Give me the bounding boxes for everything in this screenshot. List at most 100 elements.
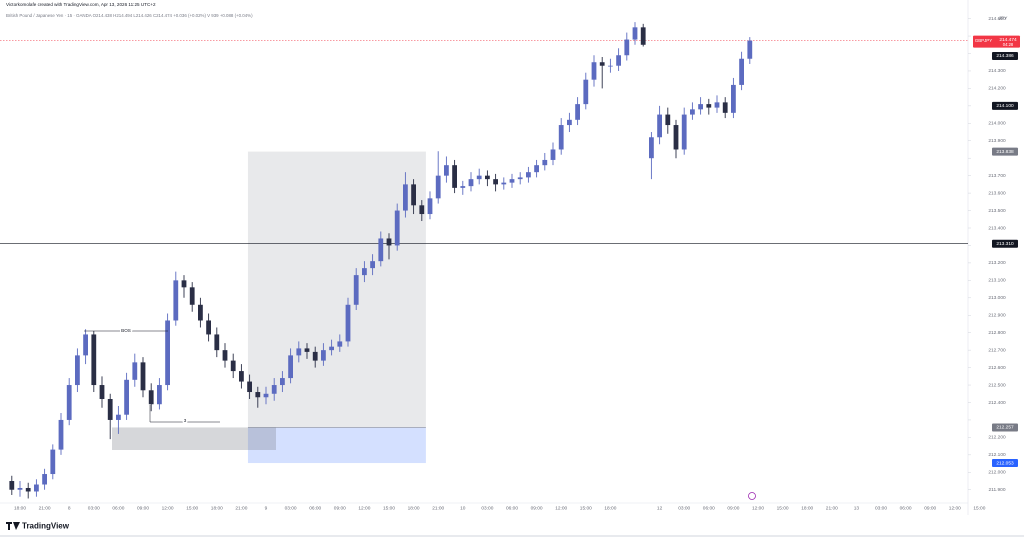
last-price-box (973, 35, 1020, 48)
candle-body (665, 114, 671, 126)
candle-body (83, 334, 88, 356)
candle-body (132, 362, 138, 380)
candle-body (444, 165, 449, 176)
candle-body (34, 484, 39, 492)
x-tick-label: 18:00 (408, 505, 420, 511)
x-tick-label: 13 (854, 505, 860, 511)
price-label-box (992, 459, 1018, 468)
x-tick-label: 21:00 (826, 505, 838, 511)
y-tick-label: 213.900 (988, 138, 1006, 144)
x-tick-label: 06:00 (112, 505, 124, 511)
logo: TradingView (6, 522, 70, 531)
candle-body (567, 119, 572, 126)
event-icon (748, 492, 756, 500)
y-tick-label: 214.000 (988, 121, 1006, 127)
candle-body (230, 360, 236, 372)
x-tick-label: 12:00 (358, 505, 370, 511)
price-label: 214.386 (996, 53, 1014, 59)
candle-body (198, 304, 203, 321)
candle-body (616, 55, 621, 66)
candle-body (534, 165, 539, 173)
candle-body (747, 40, 753, 59)
candle-body (468, 179, 474, 187)
y-tick-label: 212.800 (988, 330, 1006, 336)
candle-body (690, 109, 695, 115)
candle-body (296, 348, 302, 356)
candle-body (673, 125, 679, 150)
x-tick-label: 03:00 (481, 505, 493, 511)
candle-body (608, 65, 613, 67)
y-tick-label: 212.600 (988, 365, 1006, 371)
brand: TradingView (22, 522, 70, 531)
candle-body (288, 355, 293, 379)
candle-body (698, 104, 703, 110)
position-box-profit (247, 151, 426, 428)
last-price-label: 214.474 (999, 37, 1017, 43)
candle-body (427, 198, 433, 215)
candle-body (25, 487, 31, 492)
candle-body (58, 419, 64, 450)
candle-body (591, 62, 597, 80)
y-tick-label: 213.600 (988, 190, 1006, 196)
x-tick-label: 12:00 (949, 505, 961, 511)
symbol-info: British Pound / Japanese Yen · 15 · OAND… (6, 13, 253, 18)
candle-body (550, 149, 556, 160)
candle-body (411, 184, 416, 206)
price-label: 212.053 (996, 460, 1014, 466)
y-tick-label: 212.400 (988, 400, 1006, 406)
y-tick-label: 214.600 (988, 16, 1006, 22)
x-tick-label: 15:00 (777, 505, 789, 511)
candle-body (731, 84, 736, 113)
candle-body (329, 346, 334, 351)
y-tick-label: 213.400 (988, 225, 1006, 231)
x-tick-label: 21:00 (432, 505, 444, 511)
y-tick-label: 214.300 (988, 68, 1006, 74)
candle-body (321, 350, 326, 361)
position-box-stop (247, 427, 426, 464)
y-tick-label: 212.900 (988, 313, 1006, 319)
candle-body (165, 320, 170, 386)
candle-body (42, 474, 47, 485)
header: Victorkomolafe created with TradingView.… (6, 2, 156, 7)
candle-body (624, 39, 630, 56)
candle-body (75, 355, 80, 386)
candle-body (255, 392, 261, 398)
candle-body (394, 210, 400, 246)
x-tick-label: 09:00 (334, 505, 346, 511)
x-tick-label: 03:00 (875, 505, 887, 511)
price-label-box (992, 423, 1018, 432)
candle-body (403, 184, 408, 211)
annotation: BOS (121, 328, 131, 333)
y-tick-label: 212.100 (988, 452, 1006, 458)
candle-body (460, 186, 466, 188)
candle-body (681, 114, 687, 150)
x-tick-label: 12 (657, 505, 663, 511)
candle-body (189, 287, 195, 305)
candle-body (247, 381, 252, 393)
y-tick-label: 212.700 (988, 347, 1006, 353)
candle-body (337, 341, 343, 347)
x-tick-label: 12:00 (752, 505, 764, 511)
x-tick-label: 06:00 (506, 505, 518, 511)
candle-body (17, 487, 23, 490)
price-label: 212.257 (996, 425, 1014, 431)
annotation: 3 (184, 418, 187, 423)
candle-body (214, 334, 220, 351)
candle-body (583, 79, 589, 105)
x-tick-label: 12:00 (555, 505, 567, 511)
x-tick-label: 09:00 (924, 505, 936, 511)
candle-body (378, 238, 384, 262)
candle-body (181, 280, 187, 288)
price-label-box (992, 101, 1018, 110)
candle-body (493, 179, 498, 185)
candle-body (173, 280, 179, 321)
symbol-label: GBPJPY (975, 38, 992, 43)
candle-body (91, 334, 97, 386)
x-tick-label: 10 (460, 505, 466, 511)
currency: JPY (999, 15, 1009, 21)
candle-body (435, 175, 441, 199)
candle-body (509, 179, 515, 183)
x-tick-label: 06:00 (900, 505, 912, 511)
y-tick-label: 211.900 (989, 487, 1006, 493)
y-tick-label: 212.000 (988, 470, 1006, 476)
